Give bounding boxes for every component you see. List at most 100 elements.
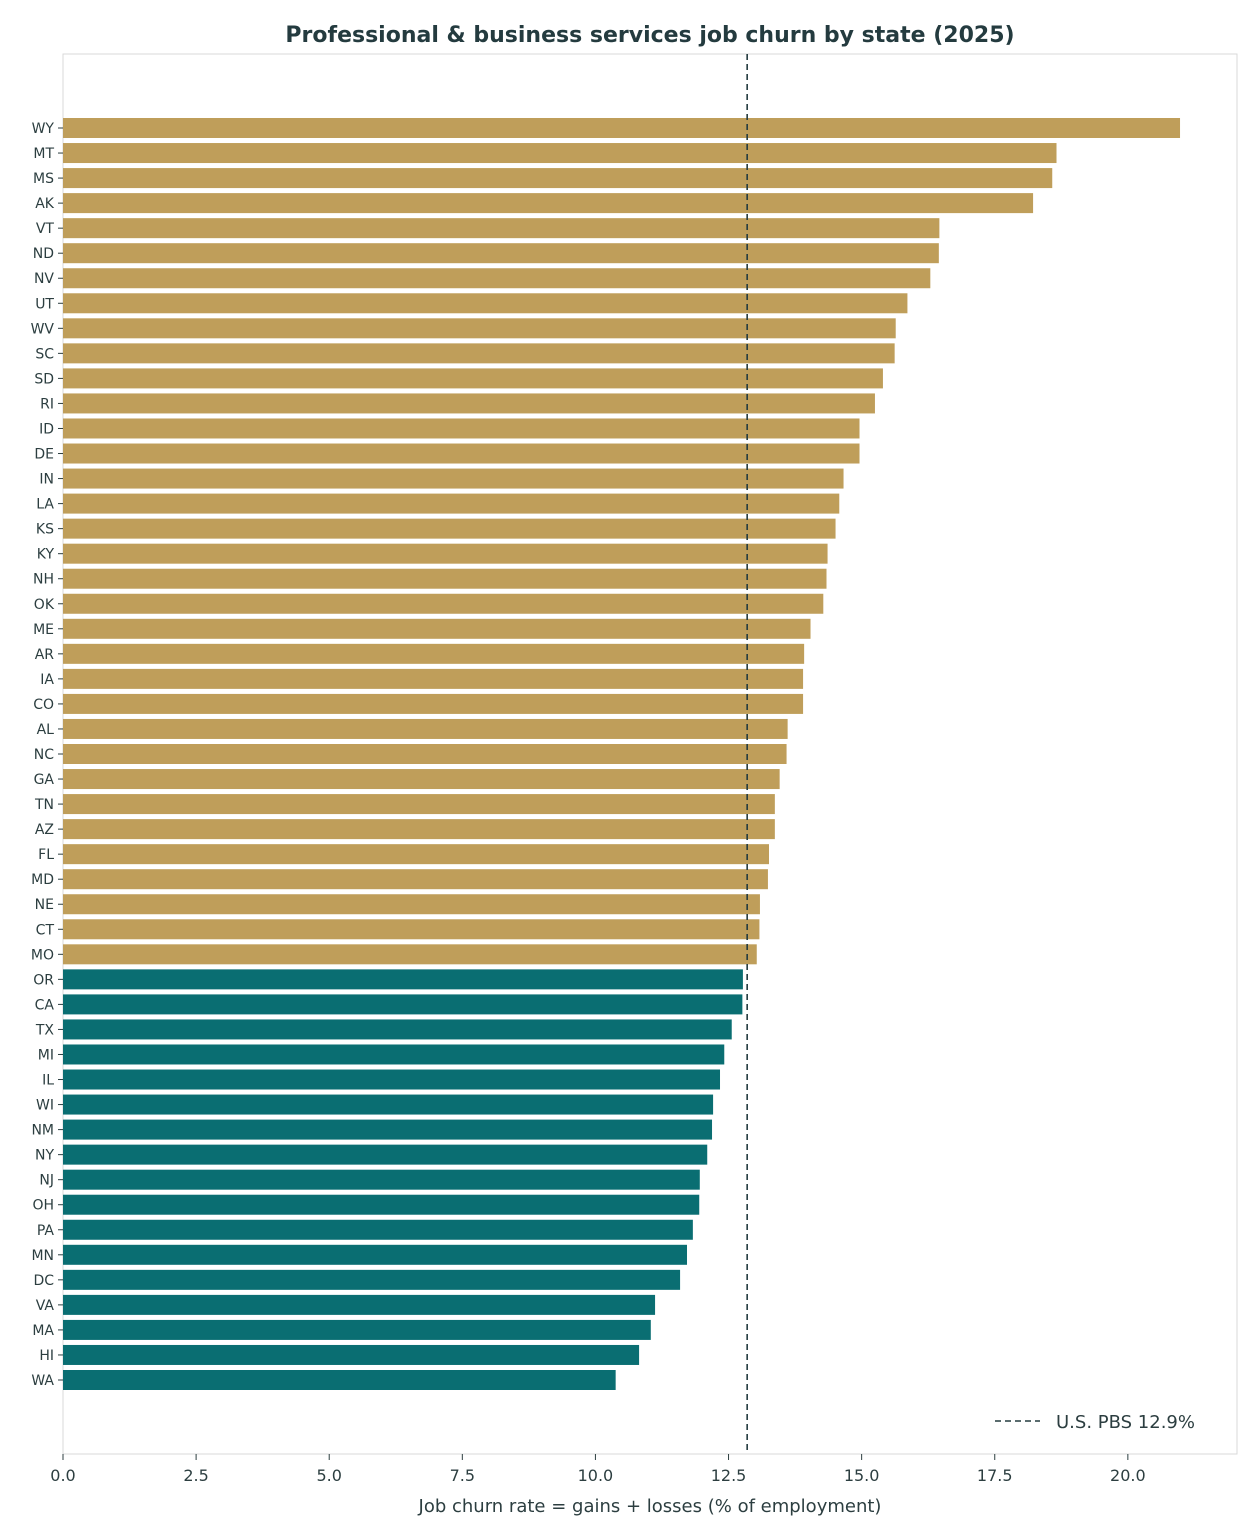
bar-wi [63,1094,714,1115]
bar-ne [63,894,760,915]
y-tick-label: PA [37,1223,55,1239]
bar-tn [63,794,775,815]
bar-ms [63,168,1053,189]
bar-vt [63,218,940,239]
bar-fl [63,844,769,865]
y-tick-label: AL [37,722,55,738]
x-tick-label: 0.0 [50,1466,75,1485]
y-tick-label: NY [35,1148,54,1164]
y-tick-label: TN [34,797,54,813]
bar-de [63,443,860,464]
y-tick-label: ME [33,622,54,638]
bar-nm [63,1119,713,1140]
bar-ar [63,643,805,664]
bar-ks [63,518,836,539]
legend: U.S. PBS 12.9% [995,1412,1195,1433]
bar-ut [63,293,908,314]
bar-in [63,468,844,489]
bars-group [63,118,1181,1390]
bar-tx [63,1019,732,1040]
y-tick-label: CO [33,697,54,713]
x-tick-label: 2.5 [183,1466,208,1485]
y-tick-label: DE [34,447,54,463]
bar-ga [63,769,780,790]
y-tick-label: AR [35,647,55,663]
x-tick-label: 20.0 [1110,1466,1146,1485]
bar-hi [63,1344,640,1365]
y-tick-label: WV [31,321,55,337]
y-tick-label: VA [36,1298,55,1314]
y-tick-label: HI [39,1348,54,1364]
y-tick-label: MS [33,171,54,187]
x-tick-label: 7.5 [450,1466,475,1485]
y-tick-label: WA [31,1373,54,1389]
bar-nj [63,1169,700,1190]
bar-ri [63,393,875,414]
y-tick-label: MT [33,146,54,162]
y-tick-label: NV [34,271,54,287]
y-tick-label: ND [33,246,54,262]
y-tick-label: VT [36,221,55,237]
bar-wv [63,318,896,339]
y-tick-label: OR [33,972,54,988]
bar-oh [63,1194,700,1215]
y-tick-label: KY [37,547,55,563]
bar-ak [63,193,1034,214]
bar-ia [63,668,804,689]
bar-co [63,693,804,714]
y-tick-label: MN [31,1248,54,1264]
y-tick-label: WI [36,1098,54,1114]
bar-wy [63,118,1181,138]
bar-mn [63,1244,688,1265]
bar-nc [63,744,787,764]
x-axis: 0.0 2.5 5.0 7.5 10.0 12.5 15.0 17.5 20.0 [50,1454,1146,1485]
x-tick-label: 10.0 [578,1466,614,1485]
x-tick-label: 17.5 [977,1466,1013,1485]
y-tick-label: NH [33,572,54,588]
bar-dc [63,1269,681,1290]
y-tick-label: IA [40,672,54,688]
y-tick-label: GA [34,772,55,788]
bar-md [63,869,768,890]
bar-wa [63,1370,616,1390]
y-axis: WY MT MS AK VT ND NV UT WV SC SD RI ID DE IN LA KS KY NH OK… [31,121,63,1389]
bar-nh [63,568,827,589]
bar-ma [63,1319,651,1340]
y-tick-label: WY [32,121,55,137]
x-tick-label: 5.0 [316,1466,341,1485]
y-tick-label: AZ [35,822,54,838]
bar-nd [63,243,939,264]
bar-la [63,493,840,514]
y-tick-label: FL [38,847,54,863]
y-tick-label: SC [35,346,54,362]
y-tick-label: NM [31,1123,54,1139]
y-tick-label: CT [36,922,55,938]
y-tick-label: KS [36,522,54,538]
chart-title: Professional & business services job chu… [285,23,1014,48]
bar-or [63,969,743,990]
y-tick-label: OK [34,597,55,613]
bar-mo [63,944,757,965]
y-tick-label: OH [32,1198,54,1214]
bar-ok [63,593,824,614]
y-tick-label: AK [35,196,55,212]
y-tick-label: MD [31,872,54,888]
bar-sd [63,368,883,389]
x-tick-label: 12.5 [711,1466,747,1485]
y-tick-label: MA [32,1323,54,1339]
bar-az [63,819,775,840]
y-tick-label: TX [35,1022,55,1038]
y-tick-label: UT [35,296,54,312]
bar-il [63,1069,721,1090]
y-tick-label: NJ [39,1173,54,1189]
legend-label: U.S. PBS 12.9% [1056,1412,1195,1433]
y-tick-label: CA [35,997,55,1013]
bar-ct [63,919,760,940]
bar-va [63,1294,656,1315]
bar-ky [63,543,828,564]
y-tick-label: IL [42,1073,54,1089]
y-tick-label: ID [39,421,54,437]
bar-pa [63,1219,693,1240]
